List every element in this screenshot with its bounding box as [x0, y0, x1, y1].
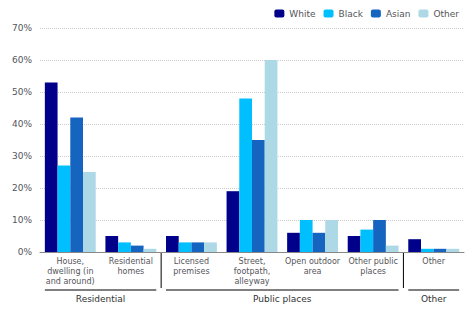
- svg-text:Residential: Residential: [109, 257, 153, 266]
- svg-text:Street,: Street,: [239, 257, 266, 266]
- svg-text:Black: Black: [339, 9, 364, 19]
- svg-text:Asian: Asian: [386, 9, 411, 19]
- svg-text:Other: Other: [422, 257, 445, 266]
- svg-text:0%: 0%: [18, 247, 33, 257]
- svg-text:70%: 70%: [12, 23, 32, 33]
- svg-text:homes: homes: [117, 267, 144, 276]
- svg-text:places: places: [360, 267, 386, 276]
- svg-text:Public places: Public places: [253, 294, 312, 304]
- svg-text:20%: 20%: [12, 183, 32, 193]
- svg-text:Open outdoor: Open outdoor: [285, 257, 341, 266]
- svg-text:Residential: Residential: [76, 294, 126, 304]
- svg-text:and around): and around): [46, 277, 95, 286]
- svg-text:White: White: [289, 9, 316, 19]
- svg-text:dwelling (in: dwelling (in: [47, 267, 93, 276]
- svg-text:Licensed: Licensed: [174, 257, 209, 266]
- svg-text:10%: 10%: [12, 215, 32, 225]
- svg-text:area: area: [304, 267, 322, 276]
- svg-text:Other: Other: [433, 9, 459, 19]
- svg-text:Other public: Other public: [348, 257, 397, 266]
- svg-text:40%: 40%: [12, 119, 32, 129]
- svg-text:60%: 60%: [12, 55, 32, 65]
- svg-text:alleyway: alleyway: [234, 277, 269, 286]
- svg-text:premises: premises: [173, 267, 209, 276]
- svg-text:footpath,: footpath,: [234, 267, 270, 276]
- svg-text:50%: 50%: [12, 87, 32, 97]
- svg-text:Other: Other: [421, 294, 447, 304]
- svg-text:30%: 30%: [12, 151, 32, 161]
- svg-text:House,: House,: [56, 257, 84, 266]
